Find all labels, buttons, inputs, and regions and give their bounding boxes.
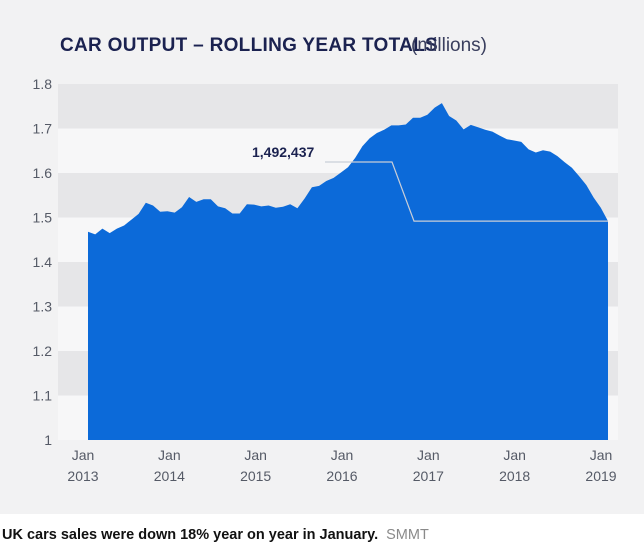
y-tick-label: 1 xyxy=(44,432,52,448)
y-tick-label: 1.2 xyxy=(33,343,53,359)
y-tick-label: 1.1 xyxy=(33,388,53,404)
x-tick-month: Jan xyxy=(72,447,95,463)
grid-band xyxy=(58,84,618,129)
x-tick-year: 2017 xyxy=(413,468,444,484)
annotation-label: 1,492,437 xyxy=(252,144,314,160)
x-tick-month: Jan xyxy=(503,447,526,463)
y-tick-label: 1.5 xyxy=(33,210,53,226)
x-tick-year: 2015 xyxy=(240,468,271,484)
caption-source: SMMT xyxy=(386,527,429,543)
caption: UK cars sales were down 18% year on year… xyxy=(2,527,429,543)
x-tick-year: 2018 xyxy=(499,468,530,484)
x-tick-year: 2014 xyxy=(154,468,185,484)
output-area xyxy=(88,103,608,440)
x-tick-month: Jan xyxy=(158,447,181,463)
y-tick-label: 1.6 xyxy=(33,165,53,181)
x-tick-year: 2016 xyxy=(326,468,357,484)
x-axis-ticks: Jan 2013 Jan 2014 Jan 2015 Jan 2016 Jan 2017 Jan 20… xyxy=(67,447,616,484)
x-tick-month: Jan xyxy=(417,447,440,463)
y-axis-ticks: 1.8 1.7 1.6 1.5 1.4 1.3 1.2 1.1 1 xyxy=(33,76,53,448)
annotation-leader-line xyxy=(325,161,608,222)
chart-title: CAR OUTPUT – ROLLING YEAR TOTALS xyxy=(60,35,438,56)
x-tick-month: Jan xyxy=(244,447,267,463)
x-tick-year: 2019 xyxy=(585,468,616,484)
x-tick-month: Jan xyxy=(331,447,354,463)
y-tick-label: 1.4 xyxy=(33,254,53,270)
y-tick-label: 1.3 xyxy=(33,299,53,315)
y-tick-label: 1.7 xyxy=(33,121,53,137)
caption-text: UK cars sales were down 18% year on year… xyxy=(2,527,379,543)
x-tick-year: 2013 xyxy=(67,468,98,484)
x-tick-month: Jan xyxy=(590,447,613,463)
y-tick-label: 1.8 xyxy=(33,76,53,92)
chart-subtitle: (millions) xyxy=(411,35,487,56)
chart: CAR OUTPUT – ROLLING YEAR TOTALS (millio… xyxy=(33,35,618,484)
